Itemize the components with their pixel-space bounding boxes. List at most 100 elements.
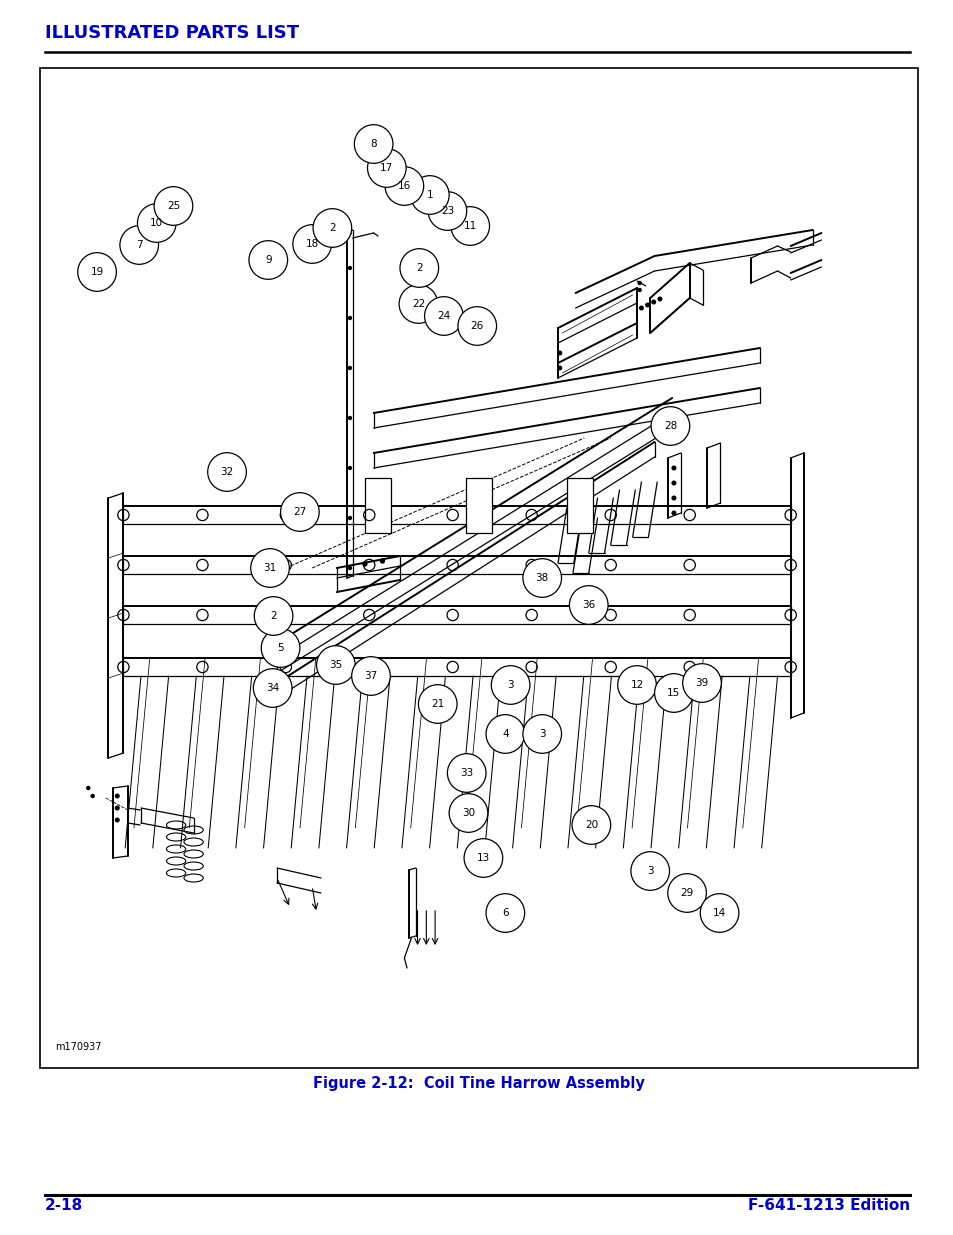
Circle shape [251,548,289,588]
Text: 33: 33 [459,768,473,778]
Circle shape [558,351,561,354]
Circle shape [399,248,438,288]
Circle shape [651,300,655,304]
Circle shape [672,496,675,500]
Text: 6: 6 [501,908,508,918]
Circle shape [249,241,287,279]
Circle shape [457,306,497,346]
Text: 22: 22 [412,299,425,309]
Circle shape [78,253,116,291]
Bar [40,68,917,1068]
Circle shape [638,282,640,284]
Circle shape [348,467,351,469]
Circle shape [672,466,675,469]
Text: 9: 9 [265,254,272,266]
Text: 18: 18 [305,240,318,249]
Text: 4: 4 [501,729,508,739]
Circle shape [91,794,94,798]
Circle shape [449,794,487,832]
Circle shape [650,406,689,446]
Circle shape [354,125,393,163]
Circle shape [137,204,176,242]
Text: 39: 39 [695,678,708,688]
Circle shape [463,839,502,877]
Circle shape [253,668,292,708]
Text: 38: 38 [535,573,548,583]
Text: 25: 25 [167,201,180,211]
Bar [566,478,593,534]
Text: 14: 14 [712,908,725,918]
Circle shape [280,493,319,531]
Circle shape [293,225,331,263]
Circle shape [558,367,561,369]
Circle shape [385,167,423,205]
Circle shape [348,416,351,420]
Circle shape [451,206,489,246]
Text: 3: 3 [646,866,653,876]
Text: 37: 37 [364,671,377,680]
Text: 12: 12 [630,680,643,690]
Text: 2-18: 2-18 [45,1198,83,1213]
Circle shape [672,482,675,485]
Text: 35: 35 [329,659,342,671]
Text: 36: 36 [581,600,595,610]
Circle shape [154,186,193,225]
Text: ILLUSTRATED PARTS LIST: ILLUSTRATED PARTS LIST [45,23,299,42]
Circle shape [362,562,367,566]
Text: 19: 19 [91,267,104,277]
Text: 8: 8 [370,140,376,149]
Circle shape [485,715,524,753]
Circle shape [485,894,524,932]
Circle shape [522,715,561,753]
Circle shape [316,646,355,684]
Text: 3: 3 [507,680,514,690]
Text: 29: 29 [679,888,693,898]
Text: 5: 5 [277,643,284,653]
Circle shape [428,191,466,230]
Text: 2: 2 [416,263,422,273]
Circle shape [572,805,610,845]
Circle shape [87,787,90,789]
Text: 21: 21 [431,699,444,709]
Text: 1: 1 [426,190,433,200]
Circle shape [410,175,449,215]
Circle shape [398,285,437,324]
Circle shape [115,794,119,798]
Text: m170937: m170937 [55,1042,101,1052]
Text: Figure 2-12:  Coil Tine Harrow Assembly: Figure 2-12: Coil Tine Harrow Assembly [313,1076,644,1091]
Circle shape [569,585,607,625]
Circle shape [348,267,351,269]
Circle shape [208,453,246,492]
Text: 26: 26 [470,321,483,331]
Circle shape [658,298,661,301]
Circle shape [682,663,720,703]
Circle shape [700,894,739,932]
Circle shape [115,819,119,821]
Bar [364,478,391,534]
Text: 34: 34 [266,683,279,693]
Circle shape [639,306,642,310]
Text: 3: 3 [538,729,545,739]
Circle shape [491,666,529,704]
Circle shape [645,304,649,306]
Circle shape [313,209,352,247]
Circle shape [418,684,456,724]
Circle shape [424,296,463,336]
Circle shape [348,516,351,520]
Text: 2: 2 [329,224,335,233]
Text: 31: 31 [263,563,276,573]
Circle shape [380,559,384,563]
Text: 30: 30 [461,808,475,818]
Circle shape [348,367,351,369]
Circle shape [348,316,351,320]
Text: 13: 13 [476,853,490,863]
Circle shape [447,753,485,793]
Circle shape [522,558,561,598]
Text: 17: 17 [380,163,393,173]
Circle shape [352,657,390,695]
Circle shape [348,567,351,569]
Circle shape [115,806,119,810]
Circle shape [667,873,705,913]
Circle shape [618,666,656,704]
Text: 16: 16 [397,182,411,191]
